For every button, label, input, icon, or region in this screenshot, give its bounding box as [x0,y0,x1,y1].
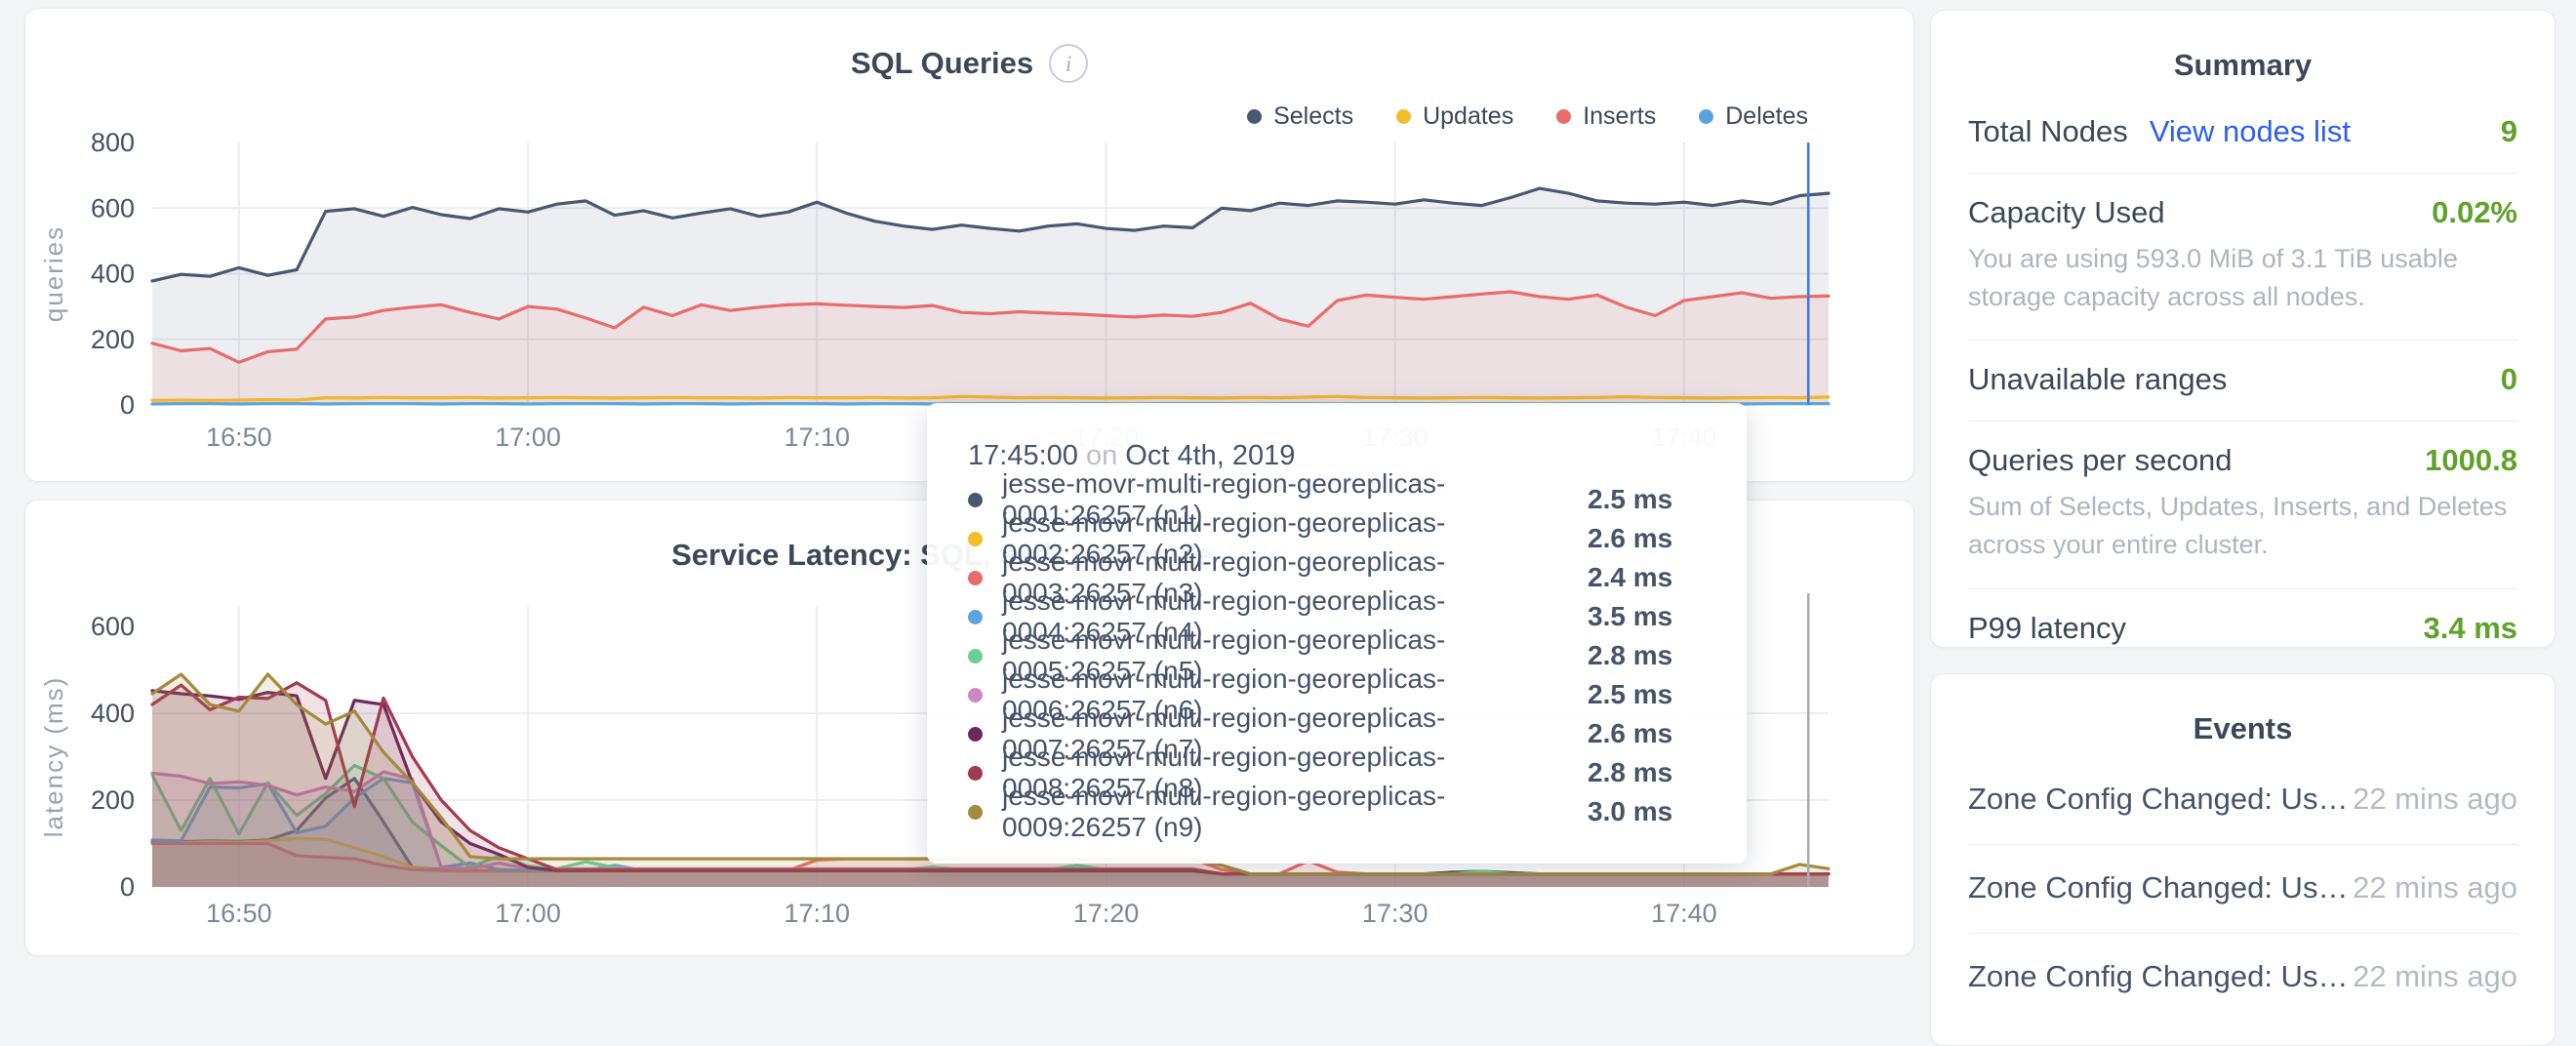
legend-dot-icon [1556,109,1571,124]
y-axis-tick: 0 [120,390,135,420]
tooltip-node-latency: 2.5 ms [1588,679,1672,710]
tooltip-node-row: jesse-movr-multi-region-georeplicas-0009… [968,792,1706,831]
x-axis-tick: 16:50 [206,422,272,452]
view-nodes-list-link[interactable]: View nodes list [2150,114,2351,149]
y-axis-tick: 400 [91,260,135,289]
summary-row-value: 1000.8 [2425,443,2517,478]
tooltip-node-latency: 3.0 ms [1588,796,1672,827]
event-label: Zone Config Changed: User… [1968,782,2353,817]
legend-item-selects[interactable]: Selects [1247,102,1353,131]
event-label: Zone Config Changed: User… [1968,870,2353,905]
event-time: 22 mins ago [2353,959,2517,994]
y-axis-tick: 600 [91,612,135,641]
summary-row-label: Capacity Used [1968,195,2165,230]
tooltip-node-latency: 2.6 ms [1588,523,1672,554]
summary-row: Queries per second 1000.8 Sum of Selects, … [1968,422,2517,588]
summary-title: Summary [1931,48,2555,83]
series-dot-icon [968,493,983,507]
x-axis-tick: 17:10 [784,422,850,452]
x-axis-tick: 17:10 [784,899,850,928]
series-dot-icon [968,571,983,585]
legend-item-inserts[interactable]: Inserts [1556,102,1656,131]
info-icon[interactable]: i [1049,44,1088,83]
chart-hover-tooltip: 17:45:00 on Oct 4th, 2019 jesse-movr-mul… [927,403,1747,864]
summary-row-subtext: You are using 593.0 MiB of 3.1 TiB usabl… [1968,240,2517,316]
sql-queries-legend: Selects Updates Inserts Deletes [1247,102,1808,131]
legend-item-updates[interactable]: Updates [1396,102,1513,131]
summary-row-label: Queries per second [1968,443,2233,478]
x-axis-tick: 16:50 [206,899,272,928]
event-row[interactable]: Zone Config Changed: User…22 mins ago [1968,845,2517,934]
tooltip-node-latency: 2.5 ms [1588,484,1672,515]
summary-row-label: P99 latency [1968,611,2126,646]
tooltip-node-latency: 3.5 ms [1588,601,1672,632]
y-axis-tick: 600 [91,193,135,222]
x-axis-tick: 17:00 [495,422,561,452]
legend-label: Deletes [1725,102,1808,131]
legend-label: Updates [1423,102,1513,131]
y-axis-tick: 0 [120,872,135,902]
x-axis-tick: 17:20 [1073,899,1140,928]
x-axis-tick: 17:00 [495,899,561,928]
event-time: 22 mins ago [2353,782,2517,817]
tooltip-node-latency: 2.6 ms [1588,718,1672,749]
y-axis-tick: 400 [91,699,135,728]
y-axis-tick: 200 [91,785,135,815]
summary-panel: Summary Total Nodes View nodes list 9 Capac… [1930,10,2556,648]
y-axis-label: queries [39,225,68,322]
legend-item-deletes[interactable]: Deletes [1699,102,1808,131]
events-title: Events [1931,711,2555,746]
summary-row: P99 latency 3.4 ms [1968,589,2517,669]
legend-label: Selects [1273,102,1353,131]
legend-dot-icon [1396,109,1411,124]
tooltip-node-latency: 2.8 ms [1588,640,1672,671]
summary-row-label: Total Nodes [1968,114,2128,149]
tooltip-node-latency: 2.8 ms [1588,757,1672,788]
summary-row-value: 0 [2501,362,2517,397]
event-row[interactable]: Zone Config Changed: User…22 mins ago [1968,756,2517,845]
series-dot-icon [968,688,983,703]
event-time: 22 mins ago [2353,870,2517,905]
tooltip-node-name: jesse-movr-multi-region-georeplicas-0009… [1002,781,1588,843]
events-panel: Events Zone Config Changed: User…22 mins… [1930,673,2556,1046]
x-axis-tick: 17:40 [1651,899,1717,928]
legend-dot-icon [1699,109,1713,124]
y-axis-label: latency (ms) [39,676,68,838]
legend-dot-icon [1247,109,1262,124]
y-axis-tick: 200 [91,325,135,354]
legend-label: Inserts [1583,102,1656,131]
event-row[interactable]: Zone Config Changed: User…22 mins ago [1968,934,2517,1022]
x-axis-tick: 17:30 [1362,899,1429,928]
sql-queries-chart-title: SQL Queries [851,46,1033,81]
series-dot-icon [968,610,983,624]
summary-row: Unavailable ranges 0 [1968,341,2517,422]
summary-row-label: Unavailable ranges [1968,362,2227,397]
summary-row: Total Nodes View nodes list 9 [1968,93,2517,174]
summary-row-value: 9 [2501,114,2517,149]
series-dot-icon [968,766,983,781]
series-dot-icon [968,649,983,664]
event-label: Zone Config Changed: User… [1968,959,2353,994]
series-dot-icon [968,805,983,820]
summary-row-value: 0.02% [2432,195,2517,230]
summary-row-value: 3.4 ms [2423,611,2517,646]
y-axis-tick: 800 [91,128,135,157]
series-dot-icon [968,727,983,742]
summary-row-subtext: Sum of Selects, Updates, Inserts, and De… [1968,488,2517,564]
series-dot-icon [968,532,983,546]
summary-row: Capacity Used 0.02% You are using 593.0 Mi… [1968,174,2517,341]
tooltip-node-latency: 2.4 ms [1588,562,1672,593]
